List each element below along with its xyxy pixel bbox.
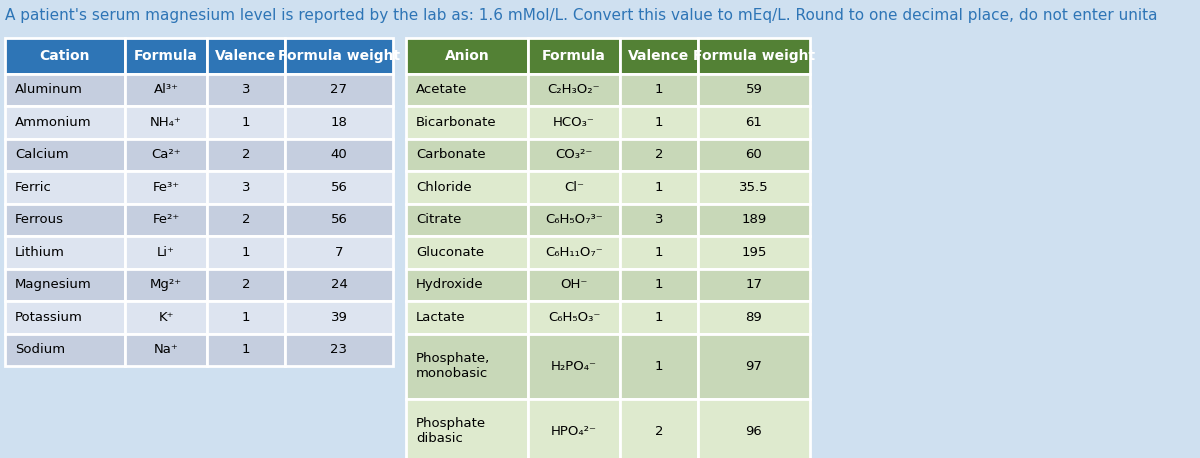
Text: Sodium: Sodium (14, 343, 65, 356)
Text: Lactate: Lactate (416, 311, 466, 324)
Text: 1: 1 (655, 278, 664, 291)
Text: 96: 96 (745, 425, 762, 437)
Text: 97: 97 (745, 360, 762, 372)
Text: Ammonium: Ammonium (14, 116, 91, 129)
Text: Ferrous: Ferrous (14, 213, 64, 226)
Text: Acetate: Acetate (416, 83, 467, 96)
Text: Cation: Cation (40, 49, 90, 63)
Text: C₆H₅O₇³⁻: C₆H₅O₇³⁻ (545, 213, 602, 226)
Text: 189: 189 (742, 213, 767, 226)
Text: 17: 17 (745, 278, 762, 291)
Text: 27: 27 (330, 83, 348, 96)
Text: C₆H₁₁O₇⁻: C₆H₁₁O₇⁻ (545, 246, 602, 259)
Text: 56: 56 (330, 213, 348, 226)
Text: HCO₃⁻: HCO₃⁻ (553, 116, 595, 129)
Text: Li⁺: Li⁺ (157, 246, 175, 259)
Text: 35.5: 35.5 (739, 181, 769, 194)
Text: 7: 7 (335, 246, 343, 259)
Text: 39: 39 (330, 311, 348, 324)
Text: Magnesium: Magnesium (14, 278, 91, 291)
Text: Formula weight: Formula weight (692, 49, 815, 63)
Text: 1: 1 (655, 246, 664, 259)
Text: 61: 61 (745, 116, 762, 129)
Text: Aluminum: Aluminum (14, 83, 83, 96)
Text: C₆H₅O₃⁻: C₆H₅O₃⁻ (548, 311, 600, 324)
Text: 3: 3 (655, 213, 664, 226)
Text: Potassium: Potassium (14, 311, 83, 324)
Text: Formula weight: Formula weight (278, 49, 400, 63)
Text: 1: 1 (655, 311, 664, 324)
Text: Valence: Valence (629, 49, 690, 63)
Text: Fe³⁺: Fe³⁺ (152, 181, 180, 194)
Text: 23: 23 (330, 343, 348, 356)
Text: Al³⁺: Al³⁺ (154, 83, 179, 96)
Text: Carbonate: Carbonate (416, 148, 486, 161)
Text: Cl⁻: Cl⁻ (564, 181, 584, 194)
Text: 3: 3 (241, 181, 251, 194)
Text: Citrate: Citrate (416, 213, 461, 226)
Text: 2: 2 (655, 148, 664, 161)
Text: Chloride: Chloride (416, 181, 472, 194)
Text: Valence: Valence (215, 49, 277, 63)
Text: 2: 2 (241, 278, 251, 291)
Text: 1: 1 (241, 311, 251, 324)
Text: 24: 24 (330, 278, 348, 291)
Text: Anion: Anion (445, 49, 490, 63)
Text: Mg²⁺: Mg²⁺ (150, 278, 182, 291)
Text: 2: 2 (241, 213, 251, 226)
Text: 56: 56 (330, 181, 348, 194)
Text: Lithium: Lithium (14, 246, 65, 259)
Text: Na⁺: Na⁺ (154, 343, 179, 356)
Text: C₂H₃O₂⁻: C₂H₃O₂⁻ (547, 83, 600, 96)
Text: 1: 1 (655, 181, 664, 194)
Text: Formula: Formula (542, 49, 606, 63)
Text: HPO₄²⁻: HPO₄²⁻ (551, 425, 596, 437)
Text: Formula: Formula (134, 49, 198, 63)
Text: 1: 1 (655, 83, 664, 96)
Text: K⁺: K⁺ (158, 311, 174, 324)
Text: 2: 2 (655, 425, 664, 437)
Text: 59: 59 (745, 83, 762, 96)
Text: 195: 195 (742, 246, 767, 259)
Text: 1: 1 (241, 343, 251, 356)
Text: 40: 40 (331, 148, 347, 161)
Text: 3: 3 (241, 83, 251, 96)
Text: 89: 89 (745, 311, 762, 324)
Text: A patient's serum magnesium level is reported by the lab as: 1.6 mMol/L. Convert: A patient's serum magnesium level is rep… (5, 8, 1158, 23)
Text: Calcium: Calcium (14, 148, 68, 161)
Text: Ferric: Ferric (14, 181, 52, 194)
Text: 60: 60 (745, 148, 762, 161)
Text: Phosphate
dibasic: Phosphate dibasic (416, 417, 486, 445)
Text: 2: 2 (241, 148, 251, 161)
Text: 18: 18 (330, 116, 348, 129)
Text: Ca²⁺: Ca²⁺ (151, 148, 181, 161)
Text: Gluconate: Gluconate (416, 246, 484, 259)
Text: 1: 1 (655, 360, 664, 372)
Text: NH₄⁺: NH₄⁺ (150, 116, 182, 129)
Text: 1: 1 (655, 116, 664, 129)
Text: OH⁻: OH⁻ (560, 278, 588, 291)
Text: Hydroxide: Hydroxide (416, 278, 484, 291)
Text: 1: 1 (241, 246, 251, 259)
Text: Bicarbonate: Bicarbonate (416, 116, 497, 129)
Text: Phosphate,
monobasic: Phosphate, monobasic (416, 352, 491, 380)
Text: CO₃²⁻: CO₃²⁻ (556, 148, 593, 161)
Text: 1: 1 (241, 116, 251, 129)
Text: H₂PO₄⁻: H₂PO₄⁻ (551, 360, 596, 372)
Text: Fe²⁺: Fe²⁺ (152, 213, 180, 226)
